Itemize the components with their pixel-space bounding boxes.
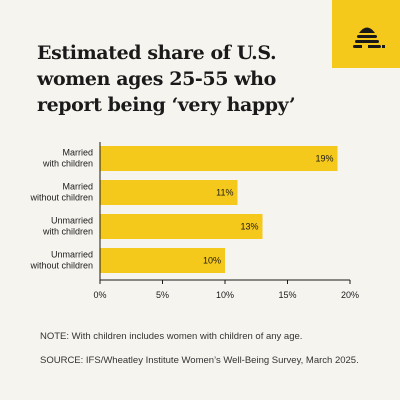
x-tick-label: 0% — [93, 290, 106, 300]
bar — [100, 214, 263, 239]
category-label: Married with children — [42, 148, 93, 169]
x-tick-label: 15% — [278, 290, 296, 300]
chart-source: SOURCE: IFS/Wheatley Institute Women’s W… — [40, 355, 359, 366]
bar — [100, 248, 225, 273]
category-label: Married without children — [29, 182, 93, 203]
bar-value-label: 13% — [240, 222, 258, 232]
x-tick-label: 20% — [341, 290, 359, 300]
chart-title: Estimated share of U.S. women ages 25-55… — [37, 42, 296, 116]
logo — [332, 0, 400, 68]
chart-note: NOTE: With children includes women with … — [40, 331, 303, 342]
category-label: Unmarried with children — [42, 216, 93, 237]
bar-value-label: 10% — [203, 256, 221, 266]
bar — [100, 180, 238, 205]
bar-chart: 19% Married with children 11% Married without… — [29, 142, 359, 300]
bar — [100, 146, 338, 171]
bar-value-label: 19% — [315, 154, 333, 164]
category-label: Unmarried without children — [29, 250, 93, 271]
beehive-icon — [353, 27, 385, 48]
x-tick-label: 5% — [156, 290, 169, 300]
bar-value-label: 11% — [216, 188, 233, 198]
x-tick-label: 10% — [216, 290, 234, 300]
